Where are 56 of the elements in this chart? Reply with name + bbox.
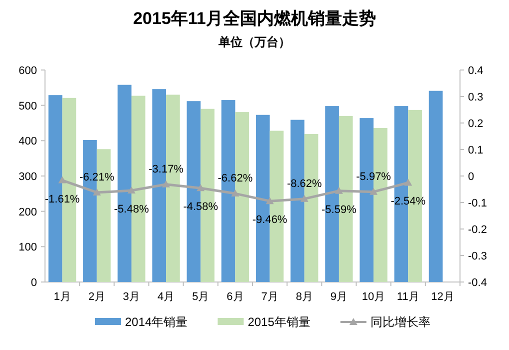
x-tick-label: 6月	[226, 291, 244, 303]
x-tick-label: 10月	[362, 291, 386, 303]
x-tick-label: 11月	[396, 291, 420, 303]
y2-tick-label: -0.3	[468, 250, 487, 262]
y-tick-label: 200	[18, 206, 37, 218]
legend-label: 同比增长率	[370, 315, 430, 329]
data-label: -3.17%	[148, 163, 184, 176]
x-tick-label: 2月	[88, 291, 106, 303]
x-tick-label: 1月	[54, 291, 71, 303]
data-label: -8.62%	[286, 178, 322, 190]
data-label: -6.62%	[218, 172, 253, 185]
data-label: -6.21%	[79, 171, 115, 184]
point	[92, 188, 101, 196]
y2-tick-label: -0.2	[468, 224, 487, 236]
legend-label: 2015年销量	[248, 315, 310, 329]
y-tick-label: 500	[18, 100, 37, 112]
data-label: -5.48%	[114, 204, 150, 216]
y2-tick-label: 0.4	[468, 65, 484, 77]
y2-tick-label: -0.1	[468, 198, 487, 210]
legend-label: 2014年销量	[125, 315, 188, 329]
data-label: -4.58%	[183, 201, 218, 214]
point	[266, 197, 274, 204]
y2-tick-label: 0.1	[468, 144, 484, 156]
x-tick-label: 7月	[261, 291, 278, 303]
chart-subtitle: 单位（万台）	[218, 35, 290, 49]
y-tick-label: 600	[18, 65, 37, 77]
point	[196, 184, 205, 192]
point	[162, 180, 170, 188]
y-tick-label: 300	[18, 171, 37, 183]
y2-tick-label: 0	[468, 171, 474, 183]
point	[370, 188, 378, 195]
point	[58, 176, 66, 184]
point	[127, 186, 136, 194]
data-label: -5.59%	[322, 204, 357, 216]
chart-title: 2015年11月全国内燃机销量走势	[133, 9, 376, 28]
y-tick-label: 400	[18, 136, 37, 148]
x-tick-label: 12月	[431, 291, 454, 303]
data-label: -1.61%	[44, 193, 80, 206]
y2-tick-label: -0.4	[468, 277, 487, 289]
x-tick-label: 5月	[192, 291, 210, 303]
x-tick-label: 8月	[296, 291, 313, 303]
x-tick-label: 9月	[330, 291, 348, 303]
data-label: -5.97%	[356, 170, 392, 183]
data-label: -9.46%	[252, 214, 288, 226]
point	[231, 190, 240, 197]
y-tick-label: 100	[18, 242, 37, 254]
point	[334, 186, 343, 194]
x-tick-label: 3月	[122, 291, 140, 303]
point	[300, 194, 308, 202]
point	[404, 178, 412, 186]
x-tick-label: 4月	[157, 291, 175, 303]
y2-tick-label: 0.3	[468, 92, 484, 104]
y2-tick-label: 0.2	[468, 118, 484, 130]
bar	[428, 90, 443, 282]
data-label: -2.54%	[390, 196, 426, 208]
y-tick-label: 0	[30, 277, 37, 289]
